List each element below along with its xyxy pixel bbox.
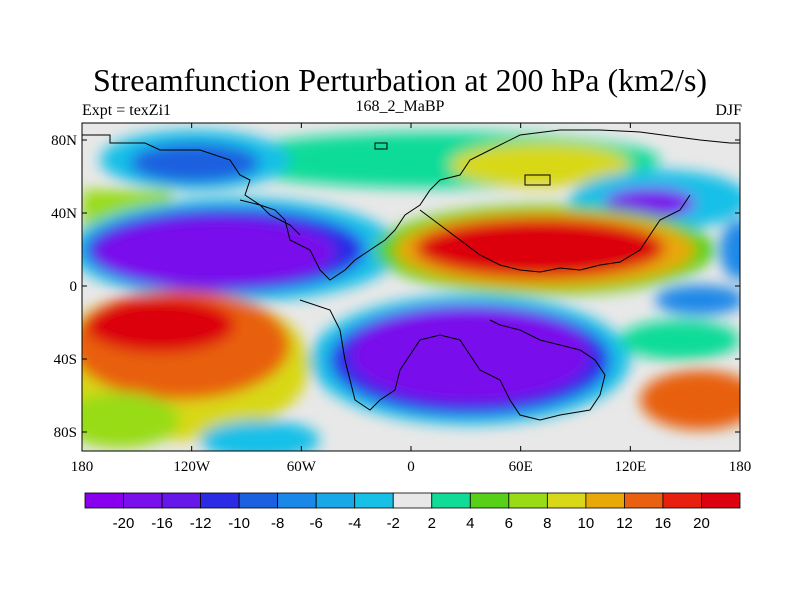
colorbar-box [161, 492, 201, 509]
center-string: 168_2_MaBP [355, 98, 445, 115]
colorbar-label: 8 [543, 515, 551, 532]
x-tick-label: 60E [509, 459, 533, 475]
colorbar-label: -12 [190, 515, 212, 532]
colorbar-box [354, 492, 394, 509]
x-tick-label: 120W [173, 459, 211, 475]
y-tick-label: 80N [51, 133, 77, 149]
colorbar-box [238, 492, 279, 509]
colorbar-label: -6 [310, 515, 323, 532]
colorbar-label: -20 [113, 515, 135, 532]
colorbar-label: -4 [348, 515, 361, 532]
colorbar-box [662, 492, 702, 509]
x-tick-label: 0 [407, 459, 415, 475]
colorbar-box [431, 492, 471, 509]
plot-title: Streamfunction Perturbation at 200 hPa (… [92, 62, 708, 98]
colorbar-box [315, 492, 356, 509]
x-tick-label: 180 [71, 459, 94, 475]
colorbar-box [624, 492, 664, 509]
x-axis: 180 120W 60W 0 60E 120E 180 [71, 123, 752, 475]
colorbar-label: -16 [151, 515, 173, 532]
colorbar-label: 16 [655, 515, 672, 532]
y-axis: 80N 40N 0 40S 80S [51, 133, 740, 441]
left-string: Expt = texZi1 [82, 102, 172, 119]
colorbar-label: -2 [387, 515, 400, 532]
colorbar-label: 12 [616, 515, 633, 532]
colorbar-label: -8 [271, 515, 284, 532]
colorbar-box [508, 492, 548, 509]
colorbar-box [277, 492, 317, 509]
colorbar-label: 6 [505, 515, 513, 532]
colorbar-label: 4 [466, 515, 474, 532]
colorbar-label: 2 [428, 515, 436, 532]
colorbar-box [469, 492, 510, 509]
colorbar-label: 20 [693, 515, 710, 532]
y-tick-label: 0 [70, 279, 78, 295]
colorbar-box [123, 492, 163, 509]
colorbar-box [84, 492, 124, 509]
colorbar-label: -10 [228, 515, 250, 532]
colorbar: -20 -16 -12 -10 -8 -6 -4 -2 2 4 6 8 10 12 16 20 [84, 492, 741, 532]
continent-outlines [82, 129, 740, 421]
colorbar-label: 10 [578, 515, 595, 532]
x-tick-label: 180 [729, 459, 752, 475]
colorbar-box [392, 492, 433, 509]
colorbar-box [701, 492, 741, 509]
y-tick-label: 40N [51, 206, 77, 222]
map-plot [82, 123, 740, 451]
colorbar-box [546, 492, 587, 509]
y-tick-label: 40S [54, 352, 77, 368]
colorbar-box [200, 492, 240, 509]
right-string: DJF [715, 102, 742, 119]
contour-fill [82, 130, 740, 451]
x-tick-label: 60W [287, 459, 317, 475]
y-tick-label: 80S [54, 425, 77, 441]
colorbar-box [585, 492, 625, 509]
x-tick-label: 120E [614, 459, 646, 475]
